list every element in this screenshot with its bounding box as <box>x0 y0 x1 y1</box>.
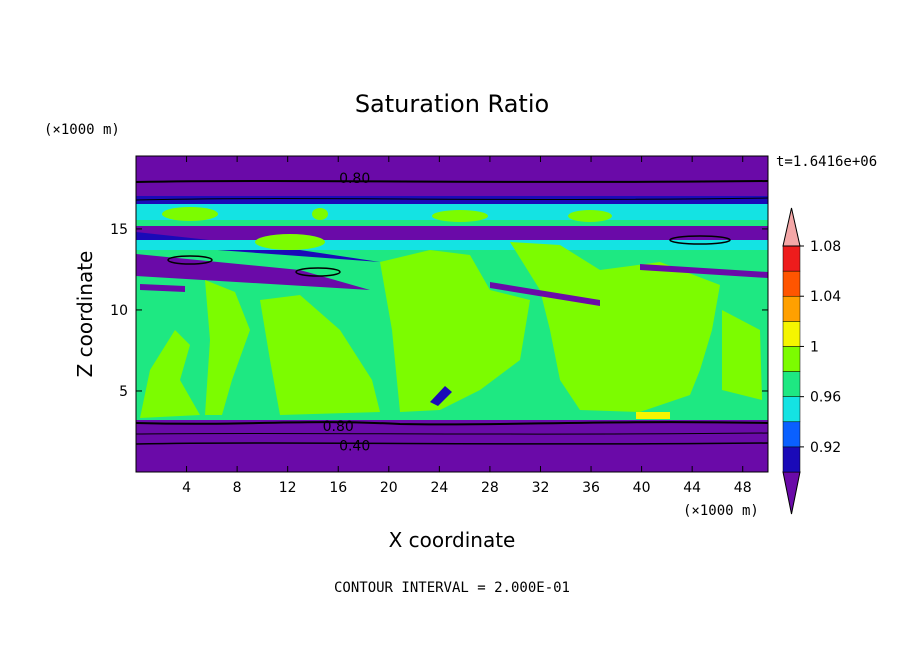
x-tick-label: 8 <box>233 480 242 496</box>
colorbar-box <box>782 321 801 347</box>
colorbar-box <box>782 421 801 448</box>
field-patch-green-6 <box>722 310 762 400</box>
x-tick-label: 32 <box>532 480 550 496</box>
contour-labels: 0.80 0.80 0.40 <box>323 171 371 454</box>
colorbar-box <box>782 295 801 322</box>
y-units-label: (×1000 m) <box>44 122 120 138</box>
field-patch-green-7 <box>255 234 325 250</box>
field-patch-green-2 <box>205 280 250 415</box>
colorbar-box <box>782 446 801 473</box>
field-patch-green-11 <box>312 208 328 220</box>
field-band-cyan-mid <box>136 240 768 250</box>
field-patch-green-8 <box>162 207 218 221</box>
contour-line-0.80-top-band <box>136 197 768 201</box>
contour-line-label: 0.80 <box>339 171 370 187</box>
x-tick-label: 48 <box>734 480 752 496</box>
contour-line-0.60 <box>136 432 768 435</box>
x-tick-label: 40 <box>633 480 651 496</box>
x-tick-label: 24 <box>430 480 448 496</box>
contour-loop-left <box>167 255 213 265</box>
field-patch-green-4 <box>380 250 530 412</box>
y-tick-label: 10 <box>110 303 128 319</box>
x-tick-label: 20 <box>380 480 398 496</box>
contour-loop-mid <box>295 267 341 277</box>
x-tick-label: 28 <box>481 480 499 496</box>
colorbar-tick-label: 0.92 <box>810 440 841 456</box>
field-band-purple-15 <box>136 226 768 242</box>
y-tick-label: 5 <box>119 384 128 400</box>
colorbar: 0.92 0.96 1 1.04 1.08 <box>782 207 841 515</box>
contour-loop-right <box>669 235 731 245</box>
field-patch-green-10 <box>568 210 612 222</box>
y-tick-label: 15 <box>110 222 128 238</box>
colorbar-box <box>782 346 801 372</box>
contour-line-label: 0.80 <box>323 419 354 435</box>
contour-line-0.80-upper <box>136 180 768 183</box>
colorbar-box <box>782 245 801 272</box>
contour-line-0.80-lower <box>136 421 768 426</box>
colorbar-tick-label: 1 <box>810 339 819 355</box>
contour-line-label: 0.40 <box>339 438 370 454</box>
colorbar-box <box>782 270 801 297</box>
colorbar-box <box>782 371 801 397</box>
colorbar-tick-label: 0.96 <box>810 390 841 406</box>
field-region-lower-dry <box>136 420 768 472</box>
contour-interval-label: CONTOUR INTERVAL = 2.000E-01 <box>334 580 570 596</box>
field-streak-purple-12km <box>490 282 600 306</box>
field-patch-green-3 <box>260 295 380 415</box>
contour-field <box>136 156 768 472</box>
field-streak-blue-5km <box>430 386 452 406</box>
colorbar-upper-triangle <box>782 207 801 247</box>
plot-frame <box>135 155 769 473</box>
time-label: t=1.6416e+06 <box>776 154 877 170</box>
colorbar-tick-label: 1.04 <box>810 289 841 305</box>
field-streak-purple-13km <box>640 264 768 278</box>
x-tick-label: 44 <box>683 480 701 496</box>
x-axis-ticks: 4 8 12 16 20 24 28 32 36 40 44 48 <box>182 156 752 496</box>
y-axis-ticks: 5 10 15 <box>110 222 768 400</box>
contour-line-0.40 <box>136 442 768 445</box>
field-patch-green-9 <box>432 210 488 222</box>
field-streak-purple-left <box>140 284 185 292</box>
field-spot-yellow <box>636 412 670 419</box>
x-tick-label: 4 <box>182 480 191 496</box>
colorbar-lower-triangle <box>782 471 801 515</box>
colorbar-tick-label: 1.08 <box>810 239 841 255</box>
field-patch-green-5 <box>510 242 720 412</box>
colorbar-box <box>782 396 801 423</box>
y-axis-label: Z coordinate <box>73 251 97 378</box>
chart-title: Saturation Ratio <box>355 90 549 118</box>
x-tick-label: 12 <box>279 480 297 496</box>
x-tick-label: 36 <box>582 480 600 496</box>
x-tick-label: 16 <box>329 480 347 496</box>
field-band-purple-slope <box>136 254 370 290</box>
x-axis-label: X coordinate <box>389 528 516 552</box>
field-patch-green-1 <box>140 330 200 418</box>
x-units-label: (×1000 m) <box>683 503 759 519</box>
